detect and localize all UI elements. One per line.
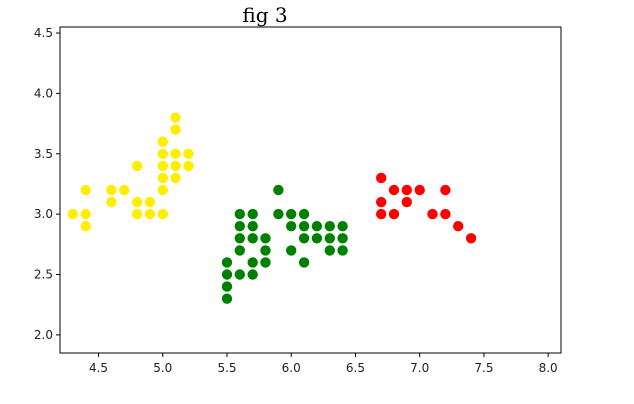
y-tick-label: 3.0 bbox=[34, 207, 53, 221]
scatter-point bbox=[234, 233, 245, 244]
x-tick-label: 6.5 bbox=[346, 361, 365, 375]
scatter-point bbox=[144, 196, 156, 208]
scatter-point bbox=[260, 233, 271, 244]
scatter-point bbox=[170, 148, 181, 159]
scatter-point bbox=[170, 160, 181, 172]
scatter-point bbox=[131, 208, 143, 220]
scatter-point bbox=[273, 184, 284, 196]
y-axis-ticks: 2.0 2.5 3.0 3.5 4.0 4.5 bbox=[34, 26, 60, 342]
scatter-point bbox=[221, 257, 233, 268]
plot-area-frame bbox=[59, 26, 562, 354]
scatter-point bbox=[234, 208, 245, 220]
scatter-point bbox=[427, 208, 438, 220]
x-tick-label: 5.0 bbox=[153, 361, 172, 375]
scatter-point bbox=[440, 208, 451, 220]
x-tick-label: 7.0 bbox=[410, 361, 429, 375]
series-0 bbox=[67, 112, 194, 232]
scatter-point bbox=[298, 208, 310, 220]
scatter-point bbox=[234, 245, 245, 256]
scatter-point bbox=[131, 196, 143, 208]
scatter-point bbox=[170, 112, 181, 123]
scatter-point bbox=[157, 160, 168, 172]
scatter-point bbox=[440, 184, 451, 196]
scatter-point bbox=[337, 233, 348, 244]
scatter-point bbox=[131, 160, 143, 172]
scatter-point bbox=[286, 221, 297, 232]
scatter-point bbox=[80, 221, 91, 232]
scatter-point bbox=[298, 257, 310, 268]
scatter-point bbox=[157, 148, 168, 159]
scatter-point bbox=[247, 233, 258, 244]
scatter-point bbox=[273, 208, 284, 220]
scatter-point bbox=[221, 269, 233, 280]
scatter-point bbox=[324, 245, 335, 256]
scatter-point bbox=[221, 293, 233, 304]
scatter-point bbox=[157, 172, 168, 184]
scatter-point bbox=[157, 184, 168, 196]
scatter-point bbox=[337, 245, 348, 256]
scatter-point bbox=[170, 172, 181, 184]
scatter-point bbox=[311, 233, 323, 244]
scatter-point bbox=[106, 196, 117, 208]
scatter-point bbox=[298, 233, 310, 244]
scatter-point bbox=[337, 221, 348, 232]
x-axis-ticks: 4.5 5.0 5.5 6.0 6.5 7.0 7.5 8.0 bbox=[89, 353, 558, 375]
scatter-point bbox=[453, 221, 464, 232]
scatter-point bbox=[247, 208, 258, 220]
x-tick-label: 7.5 bbox=[474, 361, 493, 375]
data-points bbox=[67, 112, 477, 304]
scatter-point bbox=[376, 172, 387, 184]
scatter-point bbox=[80, 184, 91, 196]
scatter-point bbox=[119, 184, 130, 196]
scatter-point bbox=[376, 196, 387, 208]
scatter-point bbox=[80, 208, 91, 220]
scatter-point bbox=[376, 208, 387, 220]
scatter-point bbox=[311, 221, 323, 232]
scatter-point bbox=[144, 208, 156, 220]
scatter-point bbox=[221, 281, 233, 292]
scatter-point bbox=[106, 184, 117, 196]
scatter-point bbox=[67, 208, 79, 220]
series-1 bbox=[221, 184, 348, 304]
x-tick-label: 4.5 bbox=[89, 361, 108, 375]
scatter-point bbox=[401, 184, 412, 196]
x-tick-label: 5.5 bbox=[217, 361, 236, 375]
figure-caption: fig 3 bbox=[242, 3, 287, 27]
scatter-point bbox=[298, 221, 310, 232]
scatter-point bbox=[388, 184, 400, 196]
series-2 bbox=[376, 172, 477, 244]
scatter-point bbox=[157, 208, 168, 220]
y-tick-label: 4.5 bbox=[34, 26, 53, 40]
scatter-point bbox=[183, 160, 194, 172]
scatter-point bbox=[247, 257, 258, 268]
y-tick-label: 4.0 bbox=[34, 86, 53, 100]
scatter-point bbox=[324, 233, 335, 244]
scatter-point bbox=[286, 245, 297, 256]
scatter-point bbox=[234, 269, 245, 280]
scatter-point bbox=[247, 221, 258, 232]
scatter-point bbox=[465, 233, 477, 244]
scatter-point bbox=[234, 221, 245, 232]
x-tick-label: 6.0 bbox=[282, 361, 301, 375]
scatter-point bbox=[388, 208, 400, 220]
scatter-point bbox=[260, 257, 271, 268]
scatter-point bbox=[247, 269, 258, 280]
scatter-point bbox=[286, 208, 297, 220]
scatter-point bbox=[414, 184, 425, 196]
scatter-point bbox=[324, 221, 335, 232]
y-tick-label: 2.0 bbox=[34, 328, 53, 342]
scatter-point bbox=[401, 196, 412, 208]
scatter-point bbox=[157, 136, 168, 147]
y-tick-label: 3.5 bbox=[34, 147, 53, 161]
y-tick-label: 2.5 bbox=[34, 268, 53, 282]
x-tick-label: 8.0 bbox=[539, 361, 558, 375]
scatter-point bbox=[170, 124, 181, 135]
scatter-point bbox=[183, 148, 194, 159]
scatter-point bbox=[260, 245, 271, 256]
